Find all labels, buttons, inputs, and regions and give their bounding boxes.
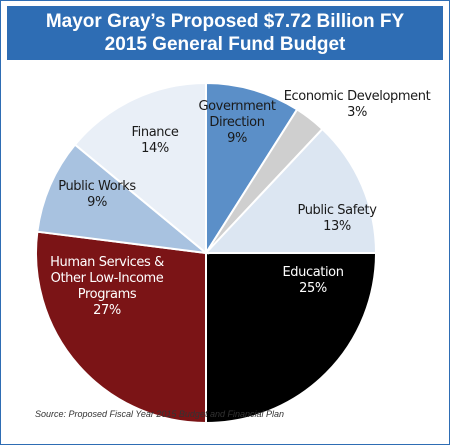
slice-label: Human Services & Other Low-Income Progra… <box>50 255 165 319</box>
value-label: 27% <box>93 303 121 318</box>
slice-label: Public Safety 13% <box>287 203 387 235</box>
title-box: Mayor Gray’s Proposed $7.72 Billion FY 2… <box>7 6 443 60</box>
pie-slice <box>73 81 207 256</box>
category-label: Economic Development <box>283 89 431 104</box>
value-label: 14% <box>141 141 169 156</box>
value-label: 9% <box>87 195 107 210</box>
slice-label: Education 25% <box>263 265 363 297</box>
pie-slice <box>36 143 210 255</box>
category-label: Public Safety <box>297 203 377 218</box>
category-label: Human Services & Other Low-Income Progra… <box>50 255 164 302</box>
pie-slice <box>205 81 299 257</box>
category-label: Finance <box>131 125 179 140</box>
value-label: 3% <box>347 105 367 120</box>
value-label: 13% <box>323 219 351 234</box>
category-label: Government Direction <box>198 99 276 130</box>
pie-slice <box>203 127 378 254</box>
chart-title: Mayor Gray’s Proposed $7.72 Billion FY 2… <box>45 11 405 55</box>
slice-label: Economic Development 3% <box>272 89 442 121</box>
category-label: Public Works <box>58 179 136 194</box>
source-note: Source: Proposed Fiscal Year 2015 Budget… <box>35 409 284 419</box>
value-label: 25% <box>299 281 327 296</box>
slice-label: Public Works 9% <box>47 179 147 211</box>
slice-label: Government Direction 9% <box>192 99 282 147</box>
pie-slice <box>205 252 378 425</box>
pie-slice <box>35 230 207 425</box>
category-label: Education <box>282 265 344 280</box>
value-label: 9% <box>227 131 247 146</box>
slice-label: Finance 14% <box>110 125 200 157</box>
